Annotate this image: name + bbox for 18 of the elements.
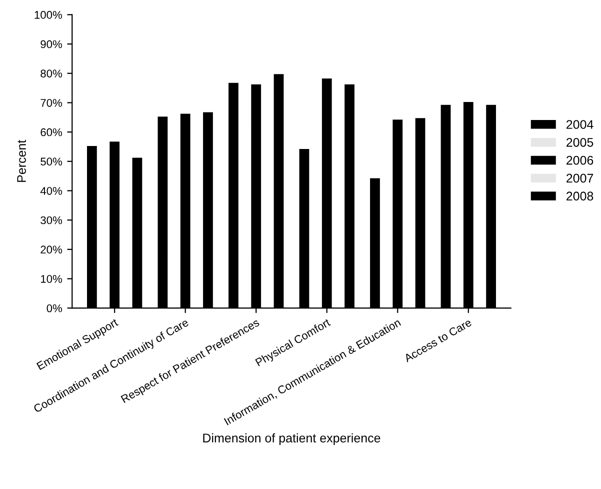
legend-label: 2004	[566, 120, 594, 129]
y-tick-label: 20%	[40, 246, 62, 254]
y-tick-label: 60%	[40, 128, 62, 136]
legend-label: 2007	[566, 174, 594, 183]
y-tick-label: 10%	[41, 274, 62, 283]
legend-label: 2006	[566, 156, 594, 165]
legend-label: 2008	[566, 192, 594, 201]
y-tick-label: 100%	[34, 10, 62, 19]
y-tick-label: 50%	[40, 158, 62, 166]
y-tick-label: 70%	[40, 98, 62, 107]
y-tick-label: 0%	[46, 304, 62, 312]
y-axis-title: Percent	[17, 140, 26, 182]
y-tick-label: 40%	[40, 186, 62, 195]
x-axis-title: Dimension of patient experience	[203, 433, 380, 445]
y-tick-label: 80%	[40, 70, 62, 78]
y-tick-label: 90%	[40, 40, 62, 48]
y-tick-label: 30%	[40, 216, 62, 224]
legend-label: 2005	[566, 138, 594, 147]
